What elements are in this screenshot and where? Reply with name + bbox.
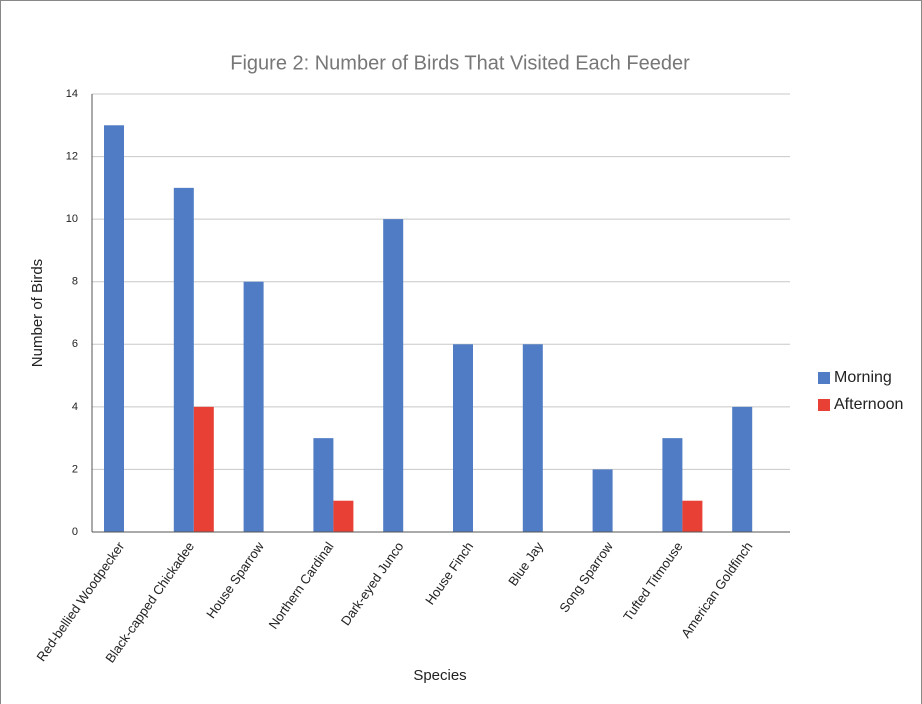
bar	[453, 344, 473, 532]
bar	[592, 469, 613, 532]
y-tick-label: 14	[66, 88, 78, 100]
y-tick-label: 10	[66, 213, 78, 225]
bar	[333, 500, 354, 532]
y-tick-label: 6	[72, 338, 78, 350]
bar	[243, 281, 264, 532]
y-tick-label: 0	[72, 526, 78, 538]
bar	[173, 187, 194, 532]
x-tick-label: Dark-eyed Junco	[338, 539, 407, 628]
y-tick-label: 2	[72, 463, 78, 475]
bar	[732, 406, 753, 532]
x-tick-label: Northern Cardinal	[266, 539, 337, 632]
legend-swatch	[818, 399, 830, 411]
bar	[104, 125, 124, 533]
x-tick-label: House Sparrow	[203, 539, 267, 621]
bar	[682, 500, 703, 532]
x-tick-label: Tufted Titmouse	[620, 539, 685, 624]
x-tick-label: House Finch	[422, 539, 476, 607]
bar	[313, 438, 334, 532]
bar	[193, 406, 214, 532]
legend-swatch	[818, 372, 830, 384]
x-axis-label: Species	[413, 667, 466, 684]
bar	[522, 344, 543, 532]
y-axis-label: Number of Birds	[29, 259, 46, 367]
x-tick-label: Blue Jay	[505, 539, 546, 589]
legend-label: Afternoon	[834, 396, 903, 413]
x-tick-label: Song Sparrow	[556, 539, 616, 616]
y-tick-label: 4	[72, 401, 78, 413]
x-tick-label: American Goldfinch	[678, 539, 755, 641]
bar	[662, 438, 683, 532]
chart-title: Figure 2: Number of Birds That Visited E…	[230, 52, 690, 74]
bar	[383, 219, 404, 532]
y-tick-label: 12	[66, 150, 78, 162]
y-tick-label: 8	[72, 276, 78, 288]
legend-label: Morning	[834, 369, 892, 386]
